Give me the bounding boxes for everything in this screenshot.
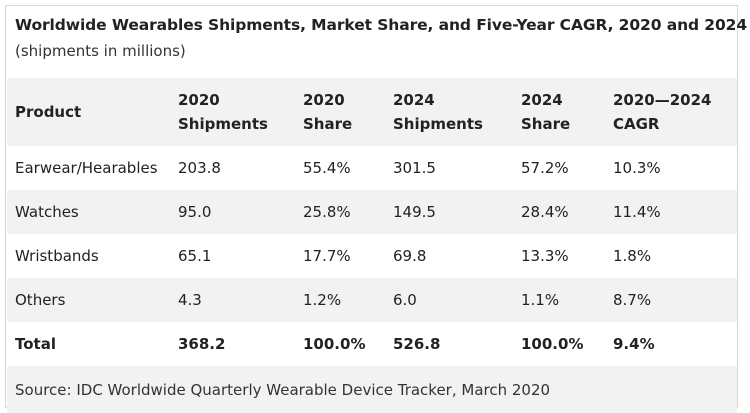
- source-row: Source: IDC Worldwide Quarterly Wearable…: [7, 366, 737, 413]
- table-cell: 17.7%: [303, 247, 351, 265]
- table-row: Others 4.3 1.2% 6.0 1.1% 8.7%: [7, 278, 737, 322]
- table-cell: Total: [15, 335, 56, 353]
- table-cell: Others: [7, 278, 170, 322]
- table-cell: 11.4%: [605, 190, 737, 234]
- table-cell: 149.5: [385, 190, 513, 234]
- table-cell: 100.0%: [303, 335, 366, 353]
- table-cell: 13.3%: [521, 247, 569, 265]
- total-row: Total 368.2 100.0% 526.8 100.0% 9.4%: [7, 322, 737, 366]
- table-cell: 1.1%: [513, 278, 605, 322]
- table-cell: 203.8: [178, 159, 221, 177]
- table-cell: 28.4%: [513, 190, 605, 234]
- table-cell: 100.0%: [521, 335, 584, 353]
- table-cell: 10.3%: [613, 159, 661, 177]
- table-cell: 1.2%: [295, 278, 385, 322]
- table-cell: Wristbands: [15, 247, 99, 265]
- header-cell: 2020 Share: [295, 78, 385, 146]
- table-cell: 25.8%: [295, 190, 385, 234]
- header-cell: Product: [7, 78, 170, 146]
- table-title: Worldwide Wearables Shipments, Market Sh…: [15, 16, 748, 34]
- table-row: Watches 95.0 25.8% 149.5 28.4% 11.4%: [7, 190, 737, 234]
- table-subtitle: (shipments in millions): [15, 42, 186, 60]
- table-cell: 69.8: [393, 247, 427, 265]
- header-cell: 2020—2024 CAGR: [605, 78, 737, 146]
- table-row: Earwear/Hearables 203.8 55.4% 301.5 57.2…: [7, 146, 737, 190]
- table-cell: 55.4%: [303, 159, 351, 177]
- table-cell: 95.0: [170, 190, 295, 234]
- table-card: Worldwide Wearables Shipments, Market Sh…: [5, 5, 747, 413]
- header-row: Product 2020 Shipments 2020 Share 2024 Ship…: [7, 78, 737, 146]
- table-cell: 57.2%: [521, 159, 569, 177]
- table-cell: Earwear/Hearables: [15, 159, 158, 177]
- header-cell: 2020 Shipments: [170, 78, 295, 146]
- table-cell: 65.1: [178, 247, 212, 265]
- table-cell: 9.4%: [613, 335, 655, 353]
- table-cell: 526.8: [393, 335, 441, 353]
- header-cell: 2024 Shipments: [385, 78, 513, 146]
- table-cell: Watches: [7, 190, 170, 234]
- table-cell: 4.3: [170, 278, 295, 322]
- table-cell: 1.8%: [613, 247, 652, 265]
- header-cell: 2024 Share: [513, 78, 605, 146]
- table-cell: 301.5: [393, 159, 436, 177]
- wearables-table: Product 2020 Shipments 2020 Share 2024 Ship…: [7, 78, 737, 413]
- source-note: Source: IDC Worldwide Quarterly Wearable…: [7, 366, 737, 413]
- table-cell: 368.2: [178, 335, 226, 353]
- table-cell: 6.0: [385, 278, 513, 322]
- table-row: Wristbands 65.1 17.7% 69.8 13.3% 1.8%: [7, 234, 737, 278]
- table-cell: 8.7%: [605, 278, 737, 322]
